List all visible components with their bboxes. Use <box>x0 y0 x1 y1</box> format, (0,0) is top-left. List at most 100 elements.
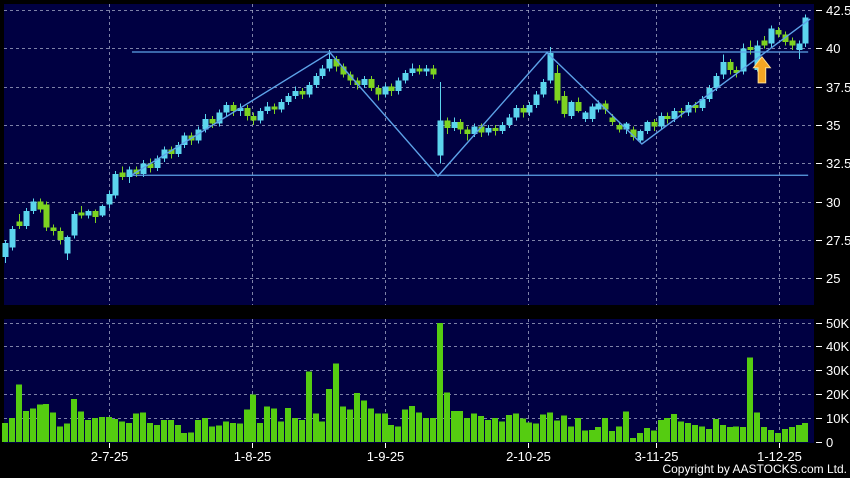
volume-bar <box>692 424 698 442</box>
volume-axis-label: 40K <box>826 339 849 354</box>
candle-body <box>326 59 333 69</box>
candle-body <box>430 68 437 75</box>
volume-bar <box>285 408 291 442</box>
candle-body <box>299 91 306 95</box>
candle-body <box>2 243 9 257</box>
candle-body <box>264 106 271 112</box>
volume-bar <box>64 423 70 442</box>
candle-body <box>733 69 740 73</box>
volume-bar <box>57 426 63 442</box>
candle-body <box>64 236 71 254</box>
volume-bar <box>92 418 98 442</box>
volume-bar <box>319 421 325 442</box>
month-gridlines <box>109 4 780 443</box>
candle-body <box>257 111 264 121</box>
candle-body <box>506 117 513 125</box>
candle-body <box>30 201 37 211</box>
volume-bar <box>451 410 457 442</box>
volume-bar <box>71 398 77 442</box>
candle-body <box>85 210 92 216</box>
candle-body <box>237 108 244 112</box>
volume-bar <box>126 422 132 442</box>
zigzag-trendline <box>131 18 811 178</box>
volume-bar <box>609 431 615 442</box>
candle-body <box>375 88 382 95</box>
volume-bar <box>506 415 512 442</box>
volume-bar <box>658 419 664 442</box>
price-gridlines <box>4 10 814 279</box>
candle-body <box>485 128 492 133</box>
candle-body <box>99 206 106 216</box>
volume-bar <box>388 424 394 442</box>
volume-bar <box>188 432 194 442</box>
candle-body <box>644 121 651 132</box>
candle-body <box>526 105 533 113</box>
candle-body <box>347 74 354 81</box>
candle-body <box>368 78 375 89</box>
volume-axis-label: 20K <box>826 387 849 402</box>
candle-body <box>478 126 485 133</box>
volume-bar <box>333 363 339 442</box>
candle-body <box>181 135 188 145</box>
volume-bar <box>582 430 588 442</box>
candle-body <box>423 68 430 72</box>
volume-bar <box>161 419 167 442</box>
volume-bar <box>802 422 808 442</box>
date-axis-label: 1-12-25 <box>757 449 802 464</box>
candle-body <box>126 169 133 178</box>
candle-body <box>595 103 602 110</box>
volume-bar <box>768 430 774 442</box>
candle-body <box>775 29 782 35</box>
candle-body <box>382 86 389 95</box>
copyright-text: Copyright by AASTOCKS.com Ltd. <box>662 462 847 476</box>
candle-body <box>313 75 320 86</box>
volume-bar <box>257 422 263 442</box>
volume-bar <box>216 425 222 442</box>
candle-body <box>789 40 796 46</box>
volume-bar <box>354 393 360 442</box>
candle-body <box>306 85 313 95</box>
price-axis-label: 40 <box>826 41 840 56</box>
volume-bar <box>37 404 43 442</box>
volume-axis-labels: 50K 40K 30K 20K 10K 0 <box>816 316 849 450</box>
volume-bar <box>430 418 436 442</box>
candle-body <box>195 129 202 141</box>
volume-bar <box>706 428 712 442</box>
volume-bar <box>595 427 601 442</box>
candle-body <box>340 66 347 75</box>
candle-body <box>9 229 16 248</box>
candle-body <box>630 129 637 138</box>
candle-body <box>37 201 44 210</box>
volume-bar <box>119 421 125 442</box>
candle-body <box>451 121 458 129</box>
volume-bar <box>409 406 415 442</box>
candle-body <box>23 210 30 227</box>
trendlines-group <box>131 18 811 178</box>
volume-bar <box>513 413 519 442</box>
volume-bar <box>568 426 574 442</box>
candle-body <box>492 128 499 132</box>
candle-body <box>319 68 326 76</box>
candle-body <box>402 72 409 81</box>
volume-bar <box>671 413 677 442</box>
candle-body <box>78 212 85 216</box>
price-axis-label: 25 <box>826 271 840 286</box>
candle-body <box>520 108 527 113</box>
candle-body <box>464 129 471 135</box>
volume-bar <box>678 421 684 442</box>
volume-bar <box>651 430 657 442</box>
volume-bar <box>23 410 29 442</box>
up-arrow-icon <box>752 55 772 84</box>
volume-bar <box>106 416 112 442</box>
volume-bar <box>796 424 802 442</box>
candle-body <box>285 95 292 102</box>
volume-bar <box>340 406 346 442</box>
price-axis-label: 42.5 <box>826 3 850 18</box>
volume-bar <box>292 418 298 442</box>
price-axis-label: 37.5 <box>826 80 850 95</box>
volume-bar <box>209 426 215 442</box>
price-axis-labels: 42.5 40 37.5 35 32.5 30 27.5 25 <box>816 3 850 286</box>
volume-bar <box>250 394 256 442</box>
candle-body <box>727 62 734 70</box>
